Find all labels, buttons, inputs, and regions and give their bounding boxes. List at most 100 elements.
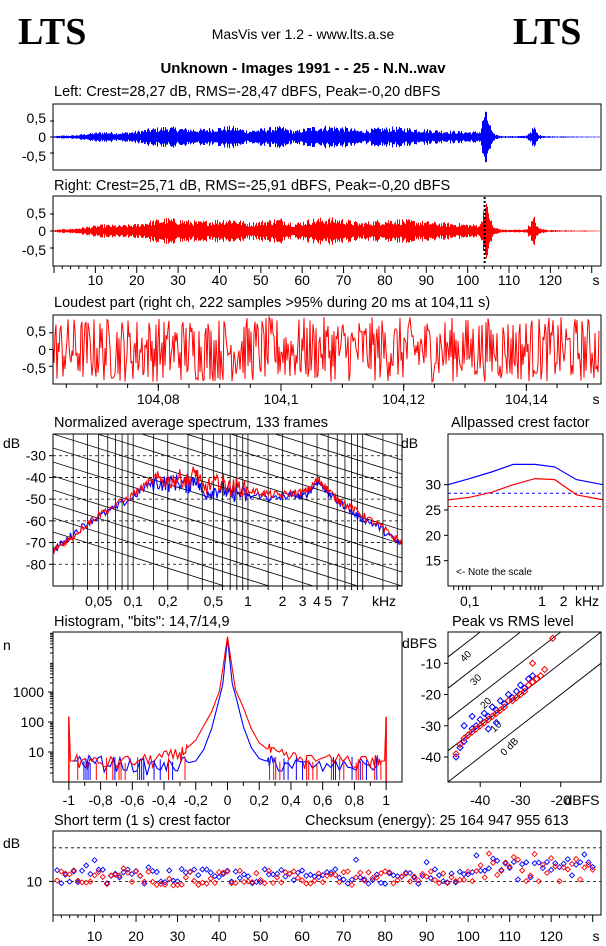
crest-ytick-label: 20: [425, 527, 441, 543]
stc-point-1: [527, 872, 534, 879]
stc-point-0: [465, 871, 472, 878]
stc-point-1: [531, 851, 538, 858]
stc-point-0: [581, 851, 588, 858]
stc-point-0: [315, 874, 322, 881]
stc-point-0: [224, 867, 231, 874]
stc-xtick-label: 50: [253, 928, 269, 944]
spectrum-title: Normalized average spectrum, 133 frames: [54, 415, 328, 431]
stc-point-0: [435, 872, 443, 879]
stc-point-0: [203, 866, 210, 873]
stc-point-1: [282, 869, 289, 876]
spectrum-inner: [53, 308, 402, 586]
stc-xtick-label: s: [593, 928, 600, 944]
stc-point-0: [91, 857, 98, 864]
stc-point-0: [564, 856, 571, 863]
stc-point-1: [182, 874, 189, 881]
stc-point-0: [112, 870, 119, 877]
stc-point-0: [402, 869, 410, 876]
stc-point-1: [103, 880, 111, 888]
stc-point-0: [236, 874, 243, 882]
spectrum-slope-line: [53, 308, 402, 418]
loudest-unit-label: s: [593, 391, 600, 407]
stc-point-1: [132, 868, 140, 875]
stc-point-0: [303, 872, 310, 879]
stc-point-0: [178, 865, 185, 873]
stc-point-1: [365, 869, 372, 876]
stc-point-1: [328, 871, 335, 878]
pvr-point-0: [484, 725, 492, 733]
stc-point-1: [120, 865, 127, 872]
stc-point-1: [560, 864, 567, 871]
stc-point-1: [303, 880, 310, 887]
stc-point-0: [228, 878, 235, 885]
stc-point-0: [539, 864, 547, 872]
spectrum-ytick-label: -50: [26, 491, 46, 507]
stc-point-0: [278, 866, 285, 874]
crest-xlabel: kHz: [575, 593, 599, 609]
pvr-point-0: [468, 712, 476, 721]
stc-point-0: [240, 871, 248, 878]
stc-point-1: [415, 877, 422, 884]
stc-point-1: [332, 871, 339, 878]
file-title: Unknown - Images 1991 - - 25 - N.N..wav: [160, 60, 446, 77]
stc-point-0: [66, 878, 73, 885]
pvr-point-1: [484, 715, 492, 724]
stc-point-0: [116, 874, 123, 881]
stc-point-0: [444, 879, 451, 886]
stc-point-1: [373, 874, 380, 881]
stc-point-0: [510, 858, 517, 866]
left-ytick-2: -0,5: [22, 148, 46, 164]
stc-point-1: [112, 871, 119, 878]
stc-point-0: [166, 867, 173, 874]
stc-point-1: [398, 873, 405, 880]
spectrum-slope-line: [53, 447, 402, 559]
pvr-point-1: [500, 703, 509, 711]
stc-point-0: [589, 863, 596, 871]
stc-point-1: [552, 863, 559, 870]
stc-point-1: [149, 878, 156, 885]
stc-point-0: [298, 867, 306, 874]
right-ytick-1: 0: [38, 223, 46, 239]
stc-point-1: [498, 867, 505, 875]
stc-point-1: [581, 864, 588, 871]
stc-point-0: [340, 876, 347, 883]
stc-xtick-label: 90: [419, 928, 435, 944]
stc-point-1: [191, 877, 198, 885]
pvr-point-1: [452, 750, 460, 758]
stc-point-1: [585, 861, 592, 868]
stc-xtick-label: 60: [294, 928, 310, 944]
stc-point-0: [552, 860, 559, 867]
stc-point-1: [568, 860, 576, 868]
stc-point-0: [456, 868, 463, 875]
loudest-tick-label: 104,14: [505, 391, 548, 407]
stc-point-1: [207, 875, 214, 882]
stc-point-1: [307, 880, 314, 887]
pvr-point-1: [528, 659, 537, 667]
pvr-point-1: [472, 725, 480, 733]
stc-point-0: [357, 874, 364, 881]
stc-point-1: [444, 879, 451, 887]
stc-point-0: [137, 872, 144, 880]
stc-point-0: [585, 859, 592, 866]
stc-point-0: [120, 869, 127, 876]
stc-point-1: [465, 868, 472, 875]
stc-point-0: [99, 866, 106, 873]
stc-point-0: [253, 878, 260, 885]
stc-point-1: [236, 867, 243, 874]
stc-point-1: [153, 881, 160, 889]
stc-ylabel: dB: [3, 835, 20, 851]
histogram-xtick-label: 0,6: [313, 792, 333, 808]
time-tick-label: 60: [294, 272, 310, 288]
right-ytick-0: 0,5: [27, 205, 47, 221]
stc-point-0: [149, 867, 156, 875]
stc-point-0: [307, 871, 314, 878]
stc-point-0: [386, 870, 393, 877]
stc-point-0: [58, 880, 65, 887]
stc-point-1: [448, 874, 455, 881]
stc-point-1: [58, 868, 65, 875]
stc-point-1: [166, 875, 173, 882]
histogram-xtick-label: -0,6: [120, 792, 144, 808]
loudest-ytick-1: 0: [38, 342, 46, 358]
histogram-series-1: [68, 636, 387, 770]
histogram-xtick-label: 0: [224, 792, 232, 808]
